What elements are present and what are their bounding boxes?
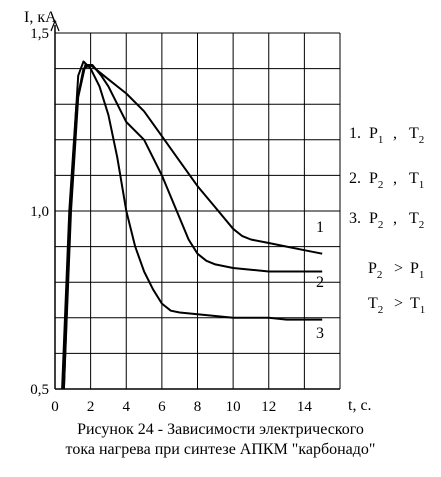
x-tick-label: 2 — [87, 399, 95, 415]
legend-temperature: T1 — [409, 170, 424, 191]
legend-relation-left: P2 — [368, 260, 382, 281]
figure-caption: Рисунок 24 - Зависимости электрического … — [0, 420, 441, 460]
legend-comma: , — [393, 210, 397, 227]
legend-pressure: P2 — [369, 170, 383, 191]
chart-grid — [55, 32, 341, 389]
chart-curves — [61, 60, 323, 390]
curve-label-2: 2 — [316, 274, 324, 291]
legend-temperature: T2 — [409, 210, 424, 231]
curve-2 — [62, 64, 323, 390]
legend-relation-left: T2 — [368, 295, 383, 316]
curve-1 — [61, 64, 323, 390]
y-tick-label: 1,0 — [30, 204, 49, 220]
legend-comma: , — [393, 125, 397, 142]
legend-number: 3. — [349, 210, 361, 227]
legend-comma: , — [393, 170, 397, 187]
x-tick-label: 6 — [158, 399, 166, 415]
x-tick-label: 14 — [297, 399, 313, 415]
legend-relation-operator: > — [394, 295, 403, 312]
curve-3 — [62, 60, 323, 390]
legend-number: 1. — [349, 125, 361, 142]
legend-number: 2. — [349, 170, 361, 187]
chart-axes — [50, 19, 340, 390]
y-tick-label: 1,5 — [30, 26, 49, 42]
caption-line-2: тока нагрева при синтезе АПКМ "карбонадо… — [65, 441, 376, 458]
x-axis-label: t, с. — [348, 397, 372, 414]
y-tick-label: 0,5 — [30, 382, 49, 398]
caption-line-1: Рисунок 24 - Зависимости электрического — [77, 421, 364, 438]
legend: 1. P1, T2 2. P2, T1 3. P2, T2 P2 > P1 T2 > T1 — [349, 125, 425, 316]
tick-labels: 0 2 4 6 8 10 12 14 0,5 1,0 1,5 — [30, 26, 312, 415]
curve-label-3: 3 — [316, 325, 324, 342]
legend-relation-operator: > — [394, 260, 403, 277]
legend-relation-right: T1 — [410, 295, 425, 316]
legend-relation-right: P1 — [410, 260, 424, 281]
y-axis-label: I, кА — [24, 9, 57, 26]
legend-temperature: T2 — [409, 125, 424, 146]
y-axis-arrow — [50, 19, 60, 32]
x-tick-label: 8 — [194, 399, 202, 415]
x-tick-label: 0 — [51, 399, 59, 415]
x-tick-label: 4 — [123, 399, 131, 415]
legend-pressure: P1 — [369, 125, 383, 146]
x-tick-label: 12 — [261, 399, 276, 415]
curve-number-labels: 1 2 3 — [316, 219, 324, 342]
curve-label-1: 1 — [316, 219, 324, 236]
legend-pressure: P2 — [369, 210, 383, 231]
x-tick-label: 10 — [226, 399, 241, 415]
